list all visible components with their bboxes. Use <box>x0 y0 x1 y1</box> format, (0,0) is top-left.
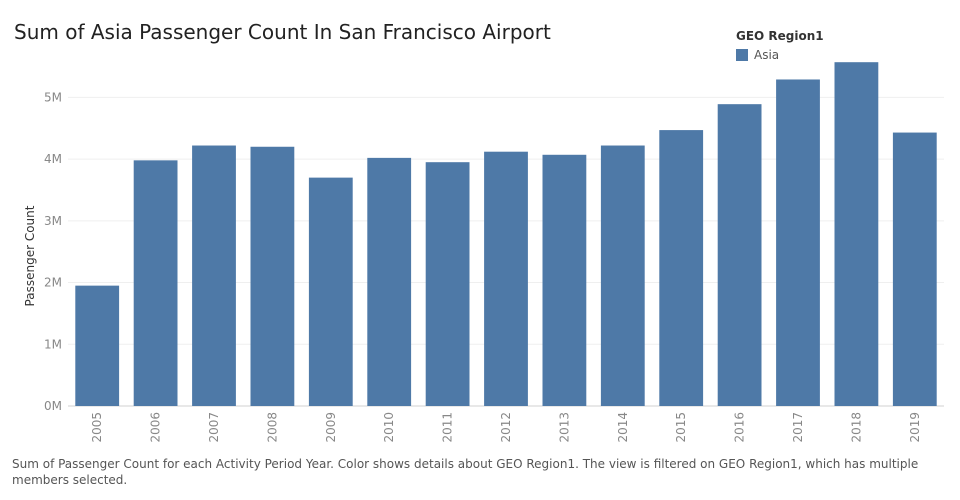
x-axis-ticks: 2005 2006 2007 2008 2009 2010 2011 2012 2013 2014… <box>90 412 922 443</box>
y-tick-label: 4M <box>44 152 62 166</box>
x-tick-label: 2010 <box>382 412 396 443</box>
x-tick-label: 2014 <box>616 412 630 443</box>
bar-2006[interactable] <box>133 160 178 406</box>
y-tick-label: 5M <box>44 90 62 104</box>
bar-2015[interactable] <box>659 130 704 406</box>
x-tick-label: 2017 <box>791 412 805 443</box>
legend-title: GEO Region1 <box>736 29 824 43</box>
bar-2011[interactable] <box>425 162 470 406</box>
bar-2017[interactable] <box>776 79 820 406</box>
bar-2012[interactable] <box>484 151 528 406</box>
x-tick-label: 2012 <box>499 412 513 443</box>
y-tick-label: 0M <box>44 399 62 413</box>
bar-2019[interactable] <box>892 132 937 406</box>
bar-2008[interactable] <box>250 146 295 407</box>
bar-2016[interactable] <box>717 104 762 406</box>
x-tick-label: 2009 <box>324 412 338 443</box>
bar-2007[interactable] <box>192 145 236 406</box>
y-tick-label: 1M <box>44 337 62 351</box>
x-tick-label: 2016 <box>733 412 747 443</box>
x-tick-label: 2008 <box>265 412 279 443</box>
bar-2009[interactable] <box>308 177 353 406</box>
x-tick-label: 2011 <box>441 412 455 443</box>
y-axis-label: Passenger Count <box>23 205 37 306</box>
x-tick-label: 2013 <box>557 412 571 443</box>
bars <box>75 62 937 407</box>
bar-2014[interactable] <box>600 145 645 406</box>
bar-2018[interactable] <box>834 62 879 406</box>
x-tick-label: 2019 <box>908 412 922 443</box>
legend-swatch <box>736 49 748 61</box>
x-tick-label: 2018 <box>849 412 863 443</box>
x-tick-label: 2006 <box>149 412 163 443</box>
bar-2005[interactable] <box>75 285 120 406</box>
chart-title: Sum of Asia Passenger Count In San Franc… <box>14 20 551 44</box>
x-tick-label: 2007 <box>207 412 221 443</box>
y-axis-ticks: 0M 1M 2M 3M 4M 5M <box>44 90 62 413</box>
y-tick-label: 2M <box>44 276 62 290</box>
bar-2013[interactable] <box>542 154 587 406</box>
x-tick-label: 2005 <box>90 412 104 443</box>
bar-2010[interactable] <box>367 157 412 406</box>
legend-item-asia[interactable]: Asia <box>736 48 824 62</box>
y-tick-label: 3M <box>44 214 62 228</box>
legend-item-label: Asia <box>754 48 780 62</box>
bar-chart: 0M 1M 2M 3M 4M 5M 2005 2006 2007 2008 2009 2010 201… <box>23 62 944 443</box>
x-tick-label: 2015 <box>674 412 688 443</box>
legend: GEO Region1 Asia <box>736 29 824 62</box>
chart-caption: Sum of Passenger Count for each Activity… <box>12 457 919 487</box>
